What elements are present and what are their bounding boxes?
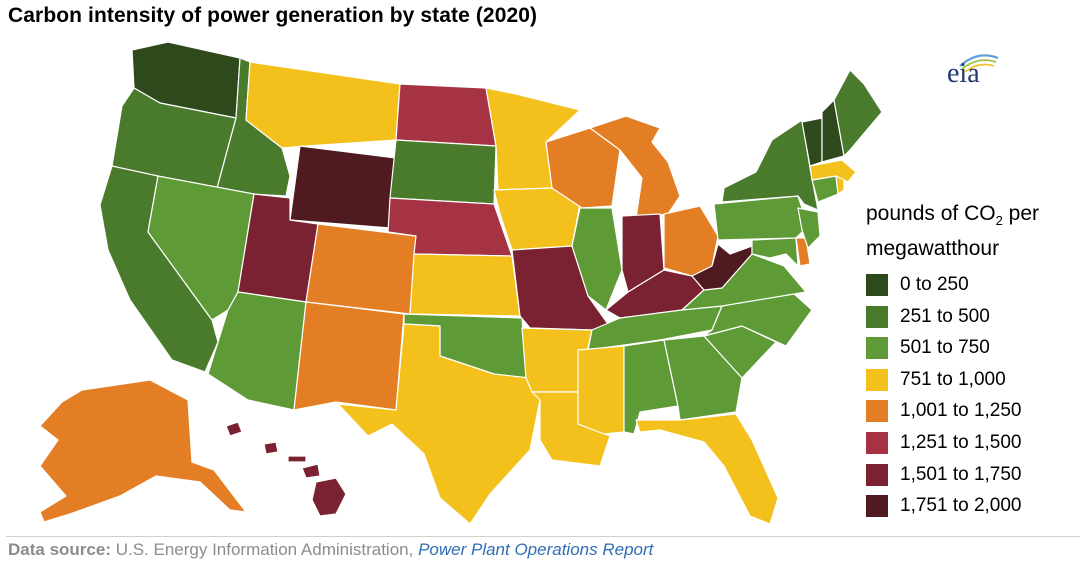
legend-title-suffix: per [1002, 202, 1040, 225]
legend-swatch [866, 431, 888, 454]
state-hi [225, 421, 347, 517]
state-nm [293, 301, 405, 411]
data-source-footer: Data source: U.S. Energy Information Adm… [8, 540, 653, 560]
map-legend: pounds of CO2 per megawatthour 0 to 250 … [866, 200, 1039, 522]
legend-title-line2: megawatthour [866, 237, 1000, 261]
state-fl [635, 413, 779, 525]
legend-label: 251 to 500 [900, 305, 990, 327]
state-tx [337, 323, 541, 525]
state-pa [713, 195, 809, 241]
legend-item: 1,001 to 1,250 [866, 396, 1039, 428]
legend-swatch [866, 337, 888, 360]
state-nj [797, 207, 821, 249]
state-wy [289, 145, 397, 229]
legend-label: 751 to 1,000 [900, 368, 1006, 390]
state-mt [245, 61, 401, 149]
legend-label: 1,751 to 2,000 [900, 495, 1022, 517]
state-co [305, 223, 417, 315]
legend-label: 1,251 to 1,500 [900, 431, 1022, 453]
hi-island-hawaii [311, 477, 347, 517]
state-mi [589, 115, 681, 219]
legend-title-subscript: 2 [995, 213, 1003, 229]
legend-item: 751 to 1,000 [866, 364, 1039, 396]
state-ks [409, 253, 521, 317]
legend-item: 1,501 to 1,750 [866, 459, 1039, 491]
legend-items: 0 to 250 251 to 500 501 to 750 751 to 1,… [866, 269, 1039, 522]
legend-item: 1,251 to 1,500 [866, 427, 1039, 459]
state-ak [39, 379, 247, 523]
legend-swatch [866, 273, 888, 296]
eia-logo: eia [938, 48, 1008, 94]
legend-item: 251 to 500 [866, 301, 1039, 333]
eia-logo-text: eia [947, 58, 980, 89]
footer-label: Data source: [8, 540, 111, 559]
legend-label: 1,001 to 1,250 [900, 400, 1022, 422]
legend-swatch [866, 463, 888, 486]
legend-swatch [866, 368, 888, 391]
legend-label: 501 to 750 [900, 337, 990, 359]
hi-island-molokai [287, 455, 307, 463]
legend-item: 0 to 250 [866, 269, 1039, 301]
legend-swatch [866, 495, 888, 518]
footer-report-link[interactable]: Power Plant Operations Report [418, 540, 654, 559]
footer-text: U.S. Energy Information Administration, [110, 540, 419, 559]
hi-island-niihau-kauai [225, 421, 243, 437]
state-ms [577, 345, 625, 435]
legend-title-prefix: pounds of CO [866, 202, 996, 225]
state-me [833, 69, 883, 157]
legend-swatch [866, 305, 888, 328]
eia-logo-swoosh [959, 54, 999, 73]
legend-label: 1,501 to 1,750 [900, 463, 1022, 485]
state-nd [395, 83, 497, 147]
legend-item: 1,751 to 2,000 [866, 490, 1039, 522]
state-sd [389, 139, 497, 205]
chart-title: Carbon intensity of power generation by … [8, 4, 538, 27]
legend-label: 0 to 250 [900, 273, 969, 295]
legend-title: pounds of CO2 per megawatthour [866, 200, 1039, 263]
state-ma [809, 159, 857, 183]
legend-item: 501 to 750 [866, 332, 1039, 364]
footer-divider [6, 536, 1080, 537]
hi-island-oahu [263, 441, 279, 455]
state-oh [663, 205, 719, 277]
legend-swatch [866, 400, 888, 423]
hi-island-maui [301, 463, 321, 479]
